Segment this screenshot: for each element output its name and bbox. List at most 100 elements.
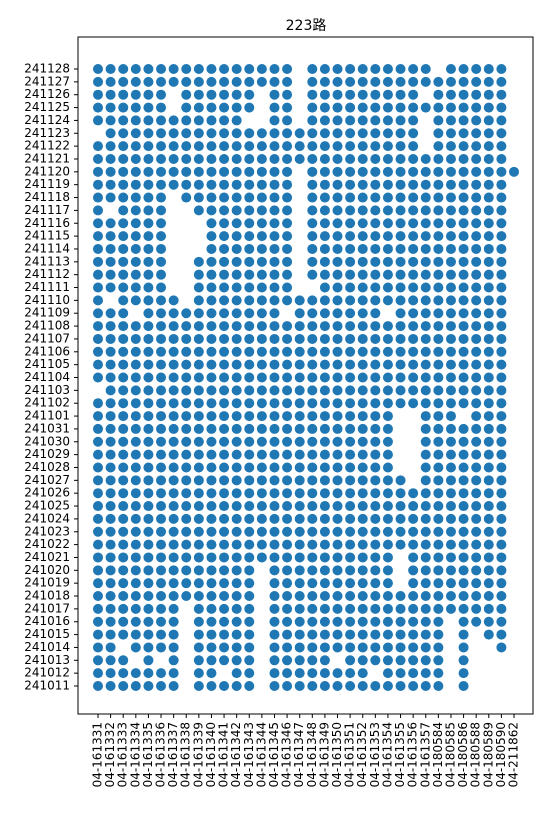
dot [269,231,280,242]
dot [105,668,116,679]
dot [496,333,507,344]
dot [307,616,318,627]
dot [319,179,330,190]
dot [395,475,406,486]
dot [231,462,242,473]
dot [143,218,154,229]
x-tick-label: 04-161356 [406,722,420,787]
dot [433,166,444,177]
dot [496,64,507,74]
dot [219,475,230,486]
dot [357,385,368,396]
dot [244,629,255,640]
x-tick-label: 04-161353 [368,722,382,787]
dot [193,616,204,627]
dot [370,552,381,563]
dot [395,629,406,640]
dot [307,256,318,267]
dot [219,436,230,447]
dot [345,282,356,293]
dot [269,282,280,293]
dot [206,449,217,460]
dot [269,308,280,319]
dot [269,102,280,113]
dot [181,359,192,370]
dot [395,256,406,267]
dot [219,578,230,589]
dot [445,256,456,267]
dot [445,591,456,602]
dot [483,578,494,589]
dot [282,102,293,113]
dot [357,359,368,370]
dot [206,218,217,229]
dot [483,89,494,100]
dot [256,436,267,447]
dot [408,346,419,357]
x-tick-label: 04-161337 [166,722,180,787]
dot [357,346,368,357]
dot [206,513,217,524]
dot [256,128,267,139]
dot [345,475,356,486]
dot [433,475,444,486]
dot [105,102,116,113]
dot [93,346,103,357]
dot [168,308,179,319]
dot [244,411,255,422]
dot [307,539,318,550]
dot [269,681,280,691]
dot [181,166,192,177]
dot [294,668,305,679]
dot [345,436,356,447]
dot [458,552,469,563]
dot [319,153,330,164]
dot [319,372,330,383]
dot [244,449,255,460]
dot [93,526,103,537]
dot [357,269,368,280]
dot [483,462,494,473]
dot [408,179,419,190]
dot [219,231,230,242]
dot [420,333,431,344]
dot [105,423,116,434]
dot [382,591,393,602]
dot [156,642,167,653]
dot [370,629,381,640]
dot [219,488,230,499]
x-tick-label: 04-161349 [317,722,331,787]
dot [219,243,230,254]
dot [433,603,444,614]
dot [130,578,141,589]
dot [420,513,431,524]
dot [445,115,456,126]
dot [319,603,330,614]
dot [395,333,406,344]
dot [143,282,154,293]
dot [382,243,393,254]
dot [370,462,381,473]
dot [307,681,318,691]
dot [483,256,494,267]
dot [93,243,103,254]
dot [370,166,381,177]
dot [282,578,293,589]
dot [93,282,103,293]
dot [345,295,356,306]
dot [357,398,368,409]
dot [307,642,318,653]
dot [496,603,507,614]
dot [282,153,293,164]
dot [408,115,419,126]
y-tick-label: 241016 [24,614,70,628]
dot [445,76,456,87]
dot [496,192,507,203]
dot [219,141,230,152]
x-tick-label: 04-180589 [481,722,495,787]
y-tick-label: 241121 [24,151,70,165]
dot [143,76,154,87]
dot [319,64,330,74]
dot [307,591,318,602]
dot [420,565,431,576]
